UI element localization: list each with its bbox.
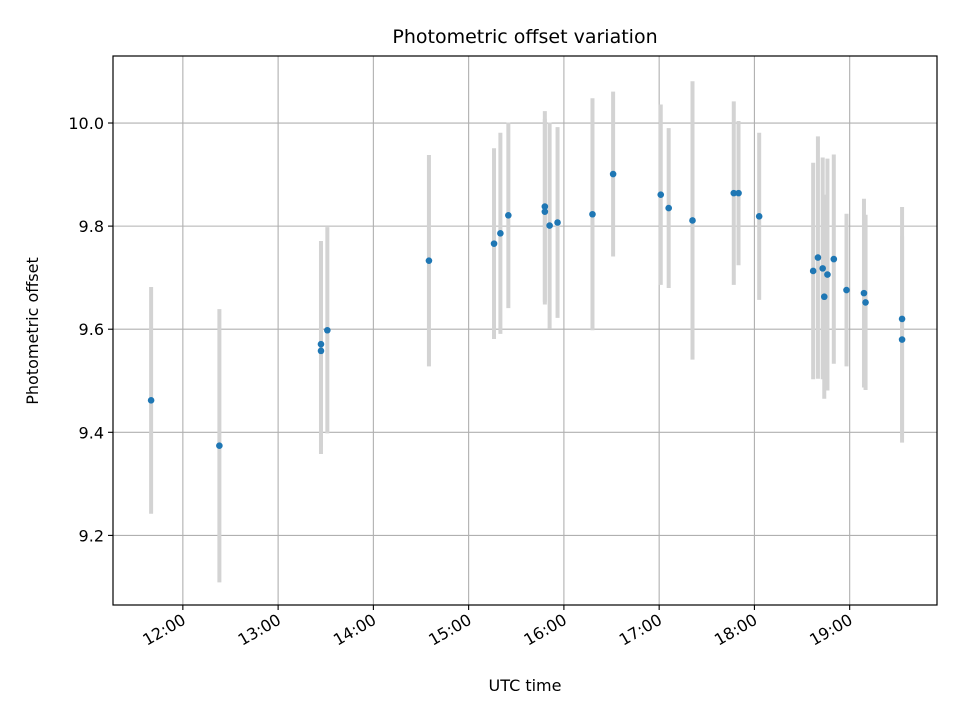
data-point [324,326,331,334]
data-point [490,240,498,247]
data-point [830,255,838,263]
data-point [735,189,742,197]
data-point [216,442,223,450]
data-point [317,340,325,348]
data-point [898,336,906,343]
data-point [898,315,906,323]
chart-title: Photometric offset variation [392,26,657,48]
data-point [147,397,155,404]
y-tick-label: 9.4 [79,423,104,442]
y-tick-label: 9.8 [79,217,104,236]
y-tick-label: 10.0 [68,114,104,133]
data-point [546,222,553,229]
data-point [689,217,696,224]
data-points [147,170,906,450]
data-point [862,299,869,306]
data-point [497,230,504,237]
grid [113,56,937,605]
data-point [505,211,512,219]
data-point [809,267,817,275]
data-point [755,213,763,220]
y-axis-label: Photometric offset [23,257,42,405]
data-point [819,265,826,272]
y-tick-label: 9.2 [79,526,104,545]
data-point [665,204,672,212]
data-point [814,254,822,261]
plot-frame [112,55,938,606]
data-point [589,210,596,218]
data-point [657,191,665,198]
data-point [425,257,433,264]
data-point [317,347,325,355]
data-point [843,286,850,294]
data-point [541,203,549,210]
data-point [824,271,831,278]
data-point [730,189,738,197]
data-point [541,208,549,215]
data-point [609,170,617,178]
data-point [820,293,828,301]
x-axis-label: UTC time [489,676,562,695]
data-point [860,289,868,297]
y-tick-label: 9.6 [79,320,104,339]
data-point [554,219,561,226]
